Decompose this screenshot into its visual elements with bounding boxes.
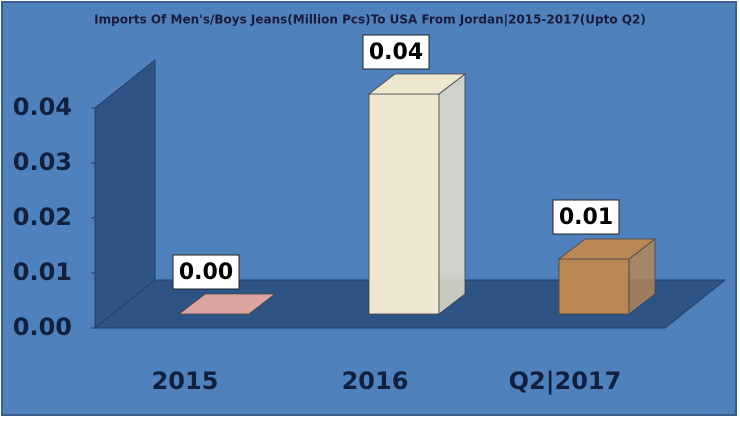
bar-face: [557, 238, 657, 260]
x-tick-label: Q2|2017: [509, 367, 622, 395]
value-label-box: [362, 34, 430, 70]
value-label: 0.01: [559, 205, 613, 230]
bar-face: [177, 293, 277, 315]
bar-face: [367, 73, 467, 95]
bar: [557, 238, 657, 315]
value-label: 0.04: [369, 40, 423, 65]
y-tick-label: 0.04: [13, 93, 72, 121]
chart-title: Imports Of Men's/Boys Jeans(Million Pcs)…: [94, 13, 646, 27]
y-tick-label: 0.02: [13, 203, 72, 231]
y-tick-label: 0.00: [13, 313, 72, 341]
bar: [367, 73, 467, 315]
bar-face: [558, 258, 630, 315]
value-label-box: [172, 254, 240, 290]
bar-face: [438, 73, 466, 315]
y-tick-label: 0.03: [13, 148, 72, 176]
value-label: 0.00: [179, 260, 233, 285]
value-label-box: [552, 199, 620, 235]
x-tick-label: 2016: [342, 367, 409, 395]
y-tick-label: 0.01: [13, 258, 72, 286]
x-tick-label: 2015: [152, 367, 219, 395]
bar: [177, 293, 277, 315]
bar-face: [368, 93, 440, 315]
